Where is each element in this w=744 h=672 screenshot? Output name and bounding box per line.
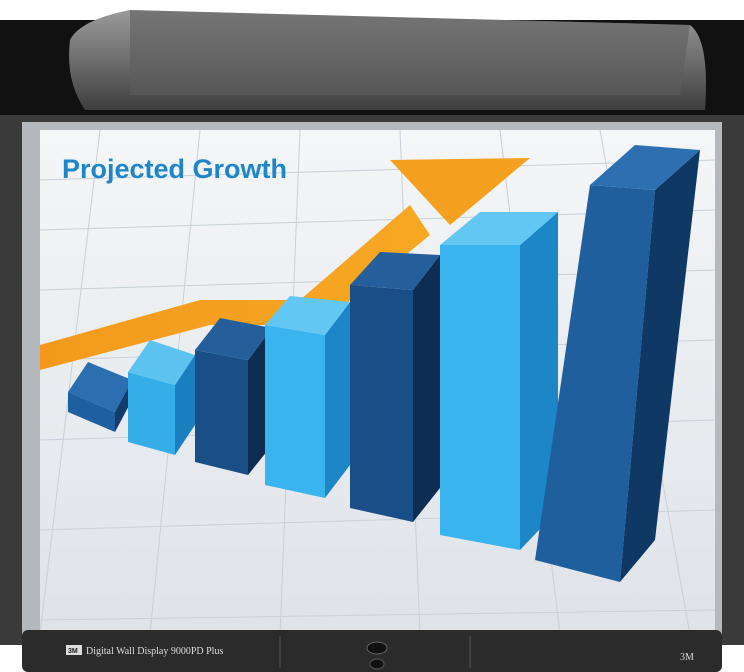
shape <box>68 362 132 412</box>
shape <box>350 252 440 290</box>
shape <box>265 296 350 335</box>
sensor <box>369 658 385 670</box>
shape <box>265 325 325 498</box>
shape <box>325 302 350 498</box>
shape <box>39 159 716 181</box>
shape <box>590 145 700 190</box>
shape <box>350 285 413 522</box>
button[interactable] <box>366 641 388 655</box>
shape <box>440 212 558 245</box>
shape <box>413 255 440 522</box>
bars <box>68 145 700 582</box>
shape <box>128 340 195 385</box>
shape <box>195 350 248 475</box>
screen-title: Projected Growth <box>62 154 287 184</box>
shape <box>535 185 655 582</box>
shape <box>195 318 272 360</box>
shape <box>39 609 716 621</box>
arrow-head <box>390 158 530 225</box>
arm-face <box>130 10 690 95</box>
shape <box>115 380 132 432</box>
shape <box>68 392 115 432</box>
shape <box>175 355 195 455</box>
model-name: Digital Wall Display 9000PD Plus <box>86 646 223 657</box>
growth-arrow <box>40 205 430 370</box>
corner-logo: 3M <box>680 652 694 663</box>
shape <box>128 372 175 455</box>
brand: 3M <box>68 648 78 655</box>
shape <box>620 150 700 582</box>
shape <box>39 129 101 636</box>
shape <box>440 245 520 550</box>
shape <box>520 212 558 550</box>
logo-box <box>66 645 82 655</box>
